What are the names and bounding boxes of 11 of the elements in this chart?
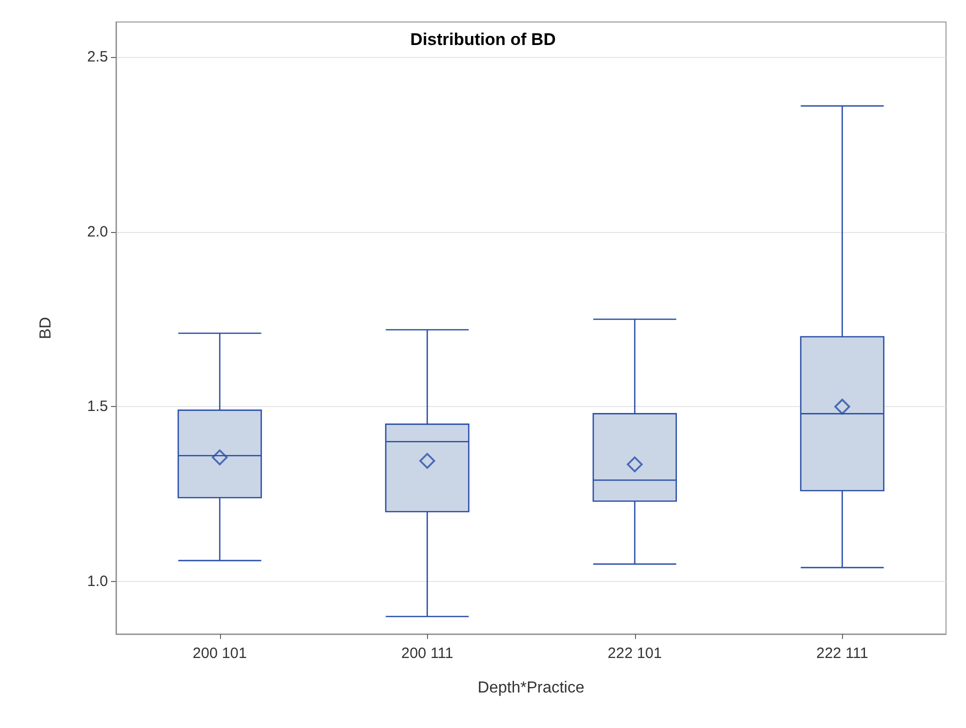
y-tick-label: 1.5 bbox=[87, 398, 108, 416]
y-axis-title: BD bbox=[38, 316, 54, 340]
x-tick-label: 200 111 bbox=[401, 645, 454, 662]
y-tick-label: 2.0 bbox=[87, 223, 108, 240]
x-axis-title: Depth*Practice bbox=[478, 680, 584, 696]
y-tick-label: 1.0 bbox=[87, 573, 108, 590]
x-tick-label: 222 101 bbox=[608, 645, 662, 662]
chart-title: Distribution of BD bbox=[410, 30, 556, 49]
x-tick-label: 200 101 bbox=[192, 645, 247, 662]
x-tick-label: 222 111 bbox=[816, 645, 868, 662]
y-tick-label: 2.5 bbox=[87, 48, 108, 66]
